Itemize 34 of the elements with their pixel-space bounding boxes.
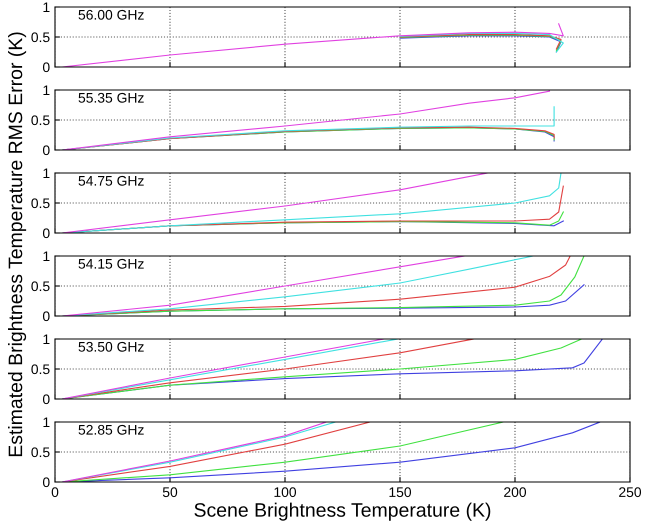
- line-series: [61, 90, 550, 150]
- x-tick-label: 0: [52, 487, 58, 498]
- y-tick-label: 0.5: [31, 32, 50, 42]
- annotation: 53.50 GHz: [78, 342, 144, 352]
- annotation: 54.75 GHz: [78, 176, 144, 186]
- y-tick-label: 1: [43, 85, 50, 96]
- y-tick-label: 0.5: [31, 115, 50, 126]
- y-tick-label: 1: [43, 334, 50, 344]
- y-tick-label: 0: [42, 62, 50, 72]
- y-tick-label: 0.5: [31, 447, 50, 458]
- y-tick-label: 0: [42, 477, 50, 488]
- y-tick-label: 1: [43, 417, 50, 428]
- y-tick-label: 0.5: [31, 281, 50, 292]
- x-tick-label: 50: [162, 487, 178, 498]
- y-tick-label: 1: [43, 251, 50, 262]
- y-axis-title: Estimated Brightness Temperature RMS Error (K): [8, 32, 26, 456]
- y-tick-label: 0.5: [31, 198, 50, 208]
- y-tick-label: 0: [42, 228, 50, 238]
- annotation: 56.00 GHz: [78, 10, 144, 20]
- annotation: 52.85 GHz: [78, 424, 144, 435]
- x-tick-label: 200: [504, 487, 526, 498]
- y-tick-label: 1: [43, 2, 50, 12]
- x-tick-label: 250: [619, 487, 642, 498]
- annotation: 55.35 GHz: [78, 92, 144, 103]
- y-tick-label: 0: [42, 145, 50, 156]
- x-tick-label: 100: [274, 487, 296, 498]
- annotation: 54.15 GHz: [78, 258, 144, 269]
- y-tick-label: 0: [42, 394, 50, 404]
- line-series: [61, 23, 564, 67]
- y-tick-label: 0.5: [31, 364, 50, 374]
- y-tick-label: 0: [42, 311, 50, 322]
- x-axis-title: Scene Brightness Temperature (K): [194, 502, 490, 521]
- x-tick-label: 150: [389, 487, 412, 498]
- y-tick-label: 1: [43, 168, 50, 178]
